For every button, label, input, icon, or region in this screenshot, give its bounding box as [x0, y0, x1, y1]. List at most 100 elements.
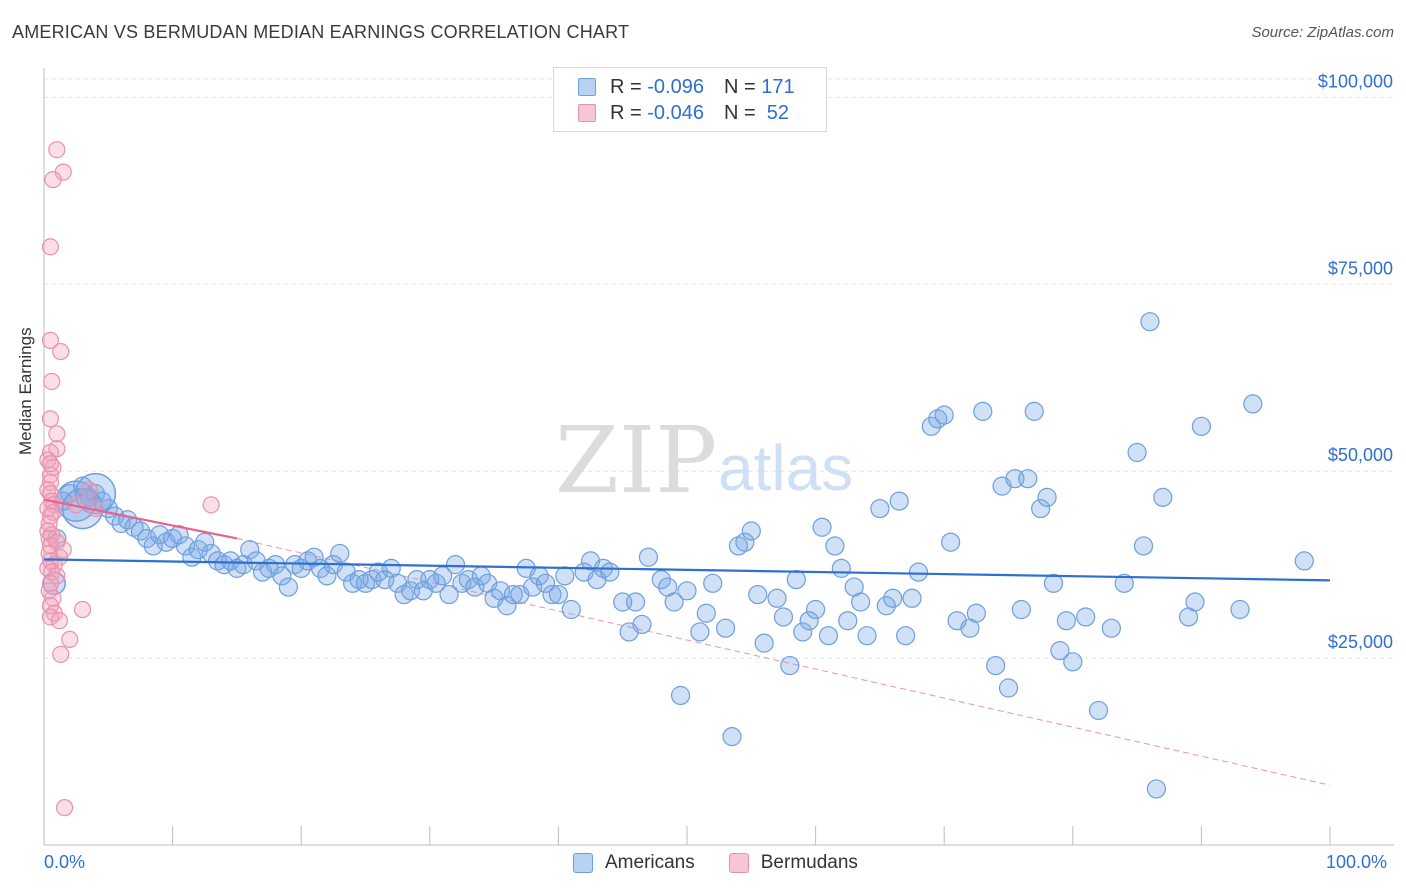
americans-point	[1050, 641, 1070, 661]
americans-point	[735, 532, 755, 552]
series-legend-bermudans[interactable]: Bermudans	[728, 852, 858, 874]
americans-point	[555, 566, 575, 586]
americans-point	[966, 603, 986, 623]
legend-n-value: 171	[761, 75, 795, 98]
bermudans-trend-extension	[236, 537, 1331, 786]
legend-row-bermudans: R = -0.046 N = 52	[578, 102, 789, 124]
americans-point	[696, 603, 716, 623]
bermudans-point	[52, 342, 70, 361]
americans-point	[638, 547, 659, 567]
bermudans-trend-line	[43, 498, 238, 540]
americans-point	[838, 611, 858, 631]
americans-point	[754, 633, 774, 653]
americans-point	[722, 726, 742, 747]
americans-point	[998, 678, 1019, 698]
americans-point	[908, 562, 929, 582]
americans-point	[934, 405, 954, 425]
americans-point	[445, 555, 466, 575]
americans-point	[883, 588, 903, 608]
americans-point	[1063, 652, 1083, 672]
americans-point	[439, 584, 459, 605]
americans-point	[1243, 394, 1263, 414]
americans-point	[825, 536, 845, 556]
americans-point	[130, 521, 151, 541]
series-legend-americans[interactable]: Americans	[573, 852, 695, 874]
americans-point	[1185, 592, 1205, 612]
bermudans-point	[80, 481, 98, 499]
legend-n-label: N =	[723, 75, 756, 98]
americans-point	[625, 592, 646, 612]
y-axis-label: Median Earnings	[16, 327, 35, 455]
americans-point	[690, 622, 710, 642]
americans-point	[1127, 442, 1147, 463]
watermark-atlas: atlas	[718, 432, 853, 504]
americans-point	[1024, 401, 1044, 421]
americans-point	[896, 626, 916, 646]
americans-point	[535, 573, 556, 593]
americans-point	[548, 584, 569, 605]
correlation-legend: R = -0.096 N = 171 R = -0.046 N = 52	[553, 67, 827, 132]
bermudans-point	[41, 238, 60, 256]
americans-point	[330, 543, 350, 564]
bermudans-point	[202, 496, 220, 514]
americans-point	[195, 532, 215, 552]
bermudans-point	[73, 600, 92, 619]
americans-point	[1101, 618, 1121, 638]
americans-point	[1140, 312, 1160, 332]
americans-point	[503, 584, 523, 605]
bermudans-point	[52, 645, 70, 663]
americans-point	[278, 577, 298, 597]
americans-point	[921, 416, 941, 436]
legend-row-americans: R = -0.096 N = 171	[578, 76, 795, 98]
americans-trend-line	[43, 558, 1331, 582]
americans-point	[703, 573, 723, 593]
americans-point	[150, 525, 170, 545]
americans-point	[143, 536, 163, 556]
legend-r-label: R =	[610, 75, 642, 98]
americans-point	[664, 592, 684, 612]
americans-point	[1076, 607, 1096, 627]
bermudans-point	[48, 141, 66, 159]
americans-point	[767, 588, 787, 608]
bermudans-point	[41, 410, 60, 428]
americans-point	[600, 562, 620, 582]
legend-n-label: N =	[723, 101, 756, 124]
americans-point	[240, 540, 260, 560]
americans-point	[831, 558, 851, 578]
legend-r-label: R =	[610, 101, 642, 124]
americans-point	[465, 577, 485, 597]
americans-point	[458, 569, 478, 590]
bermudans-point	[44, 171, 62, 189]
y-tick-label: $50,000	[1328, 445, 1393, 465]
bermudans-point	[48, 425, 66, 443]
americans-point	[1088, 700, 1109, 721]
americans-point	[1114, 573, 1134, 593]
americans-point	[780, 655, 800, 676]
americans-point	[426, 573, 446, 593]
americans-point	[1031, 498, 1051, 519]
americans-point	[1294, 551, 1314, 571]
americans-point	[773, 607, 794, 627]
americans-point	[1133, 536, 1154, 556]
americans-point	[497, 596, 517, 616]
bermudans-point	[41, 455, 60, 473]
americans-point	[1146, 779, 1166, 799]
americans-point	[304, 547, 324, 567]
source-credit: Source: ZipAtlas.com	[1251, 24, 1394, 41]
americans-point	[1043, 573, 1064, 593]
americans-point	[561, 599, 581, 620]
americans-swatch	[578, 78, 596, 96]
americans-point	[851, 592, 871, 612]
americans-point	[973, 401, 993, 421]
bermudans-point	[55, 799, 74, 817]
legend-n-value: 52	[766, 101, 790, 124]
americans-point	[818, 626, 839, 646]
americans-point	[651, 569, 671, 590]
x-tick-label-min: 0.0%	[44, 852, 86, 872]
americans-point	[741, 521, 761, 541]
americans-point	[941, 532, 961, 552]
americans-point	[857, 626, 877, 646]
americans-point	[1011, 599, 1031, 620]
watermark-zip: ZIP	[555, 407, 717, 514]
